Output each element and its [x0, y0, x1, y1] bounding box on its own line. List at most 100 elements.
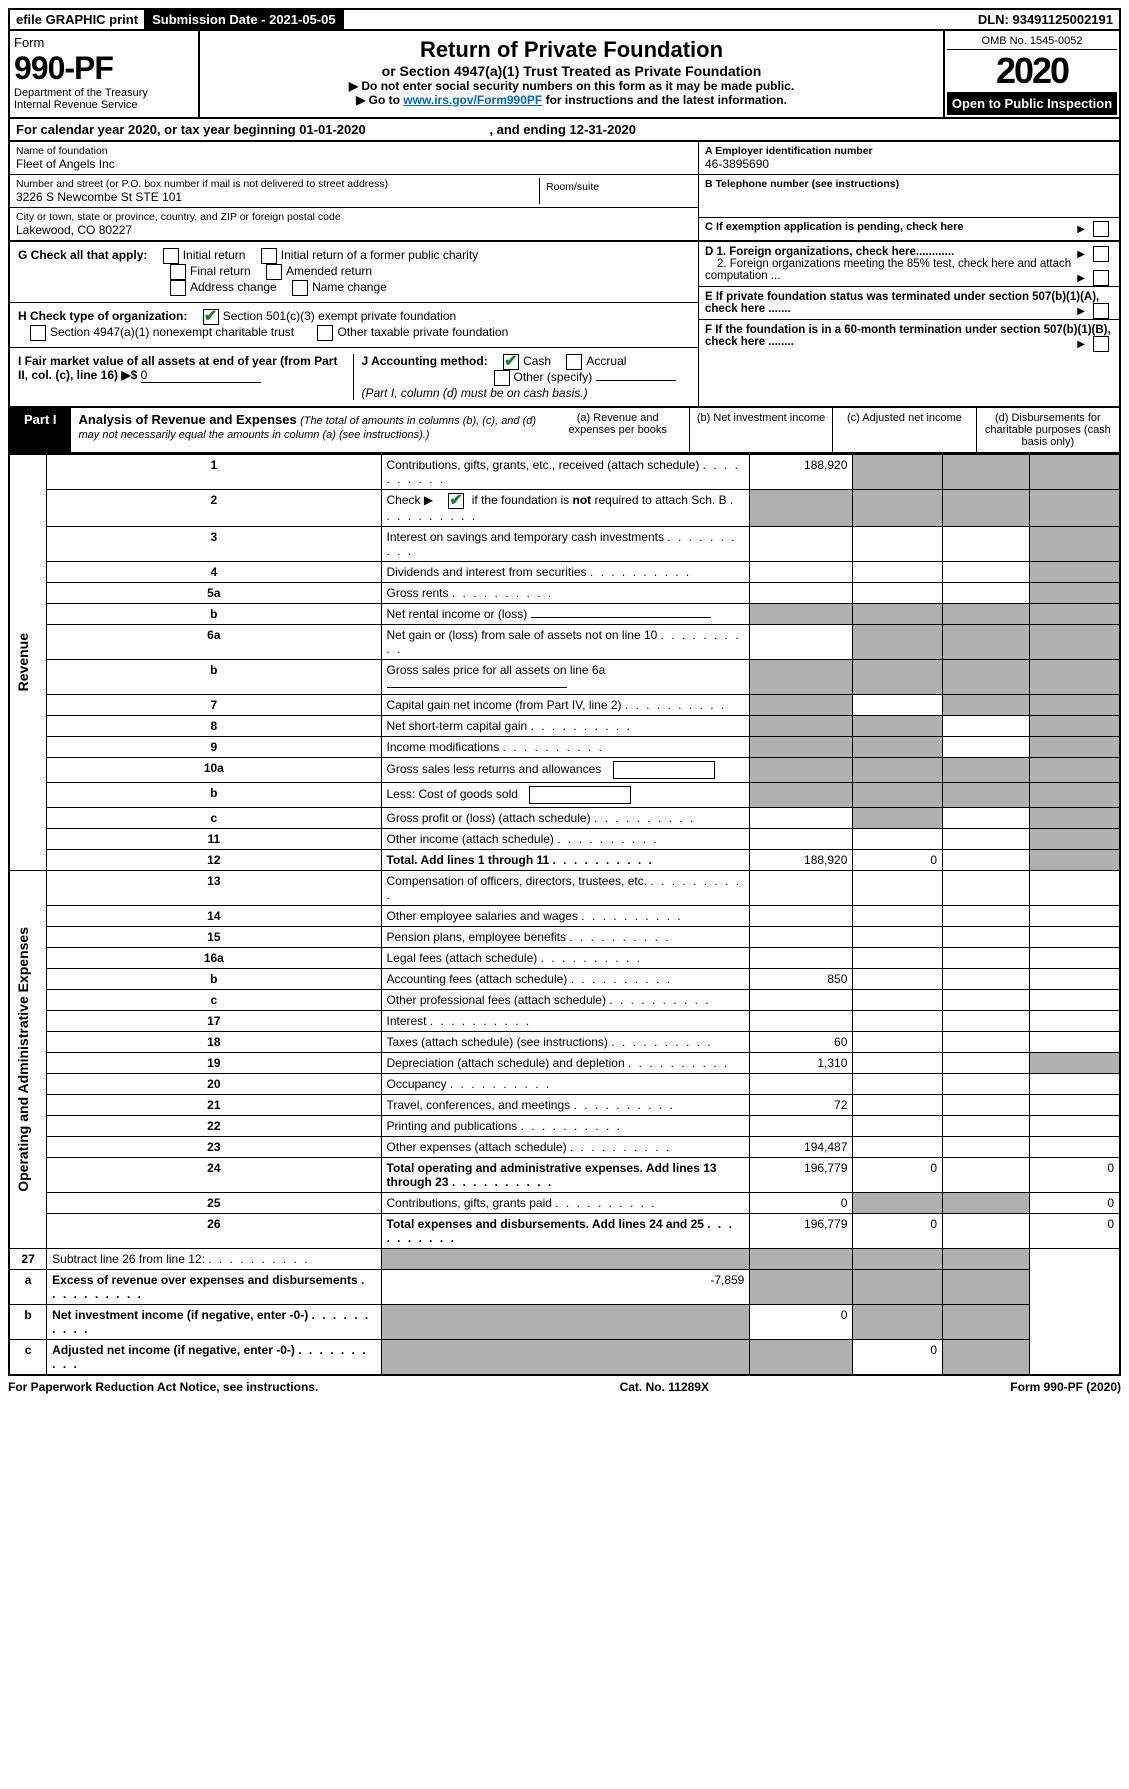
name-change-cb[interactable]	[292, 280, 308, 296]
d1-label: D 1. Foreign organizations, check here..…	[705, 246, 954, 258]
table-row: 23Other expenses (attach schedule) 194,4…	[9, 1137, 1120, 1158]
amount-cell-b	[853, 490, 943, 527]
amount-cell-d	[1030, 969, 1120, 990]
line-description: Depreciation (attach schedule) and deple…	[381, 1053, 750, 1074]
form-number: 990-PF	[14, 50, 194, 87]
line-number: c	[47, 990, 381, 1011]
amount-cell-b	[853, 1116, 943, 1137]
amount-cell-c	[943, 583, 1030, 604]
line-number: b	[47, 660, 381, 695]
cash-basis-note: (Part I, column (d) must be on cash basi…	[362, 386, 588, 400]
amount-cell-a: 194,487	[750, 1137, 853, 1158]
table-row: 10aGross sales less returns and allowanc…	[9, 758, 1120, 783]
submission-date: Submission Date - 2021-05-05	[146, 10, 344, 29]
amount-cell-a	[750, 737, 853, 758]
sch-b-checkbox[interactable]	[448, 493, 464, 509]
amount-cell-b	[853, 1011, 943, 1032]
d2-label: 2. Foreign organizations meeting the 85%…	[705, 258, 1071, 282]
line-description: Gross sales less returns and allowances	[381, 758, 750, 783]
paperwork-notice: For Paperwork Reduction Act Notice, see …	[8, 1380, 318, 1394]
line-description: Gross sales price for all assets on line…	[381, 660, 750, 695]
line-description: Gross rents	[381, 583, 750, 604]
f-checkbox[interactable]	[1093, 336, 1109, 352]
line-number: 26	[47, 1214, 381, 1249]
form-word: Form	[14, 35, 194, 50]
table-row: 2Check ▶ if the foundation is not requir…	[9, 490, 1120, 527]
amount-cell-b	[853, 695, 943, 716]
initial-return-cb[interactable]	[163, 248, 179, 264]
irs-link[interactable]: www.irs.gov/Form990PF	[403, 93, 542, 107]
table-row: Operating and Administrative Expenses13C…	[9, 871, 1120, 906]
table-row: 21Travel, conferences, and meetings 72	[9, 1095, 1120, 1116]
amount-cell-c	[943, 948, 1030, 969]
amount-cell-c	[943, 1158, 1030, 1193]
revenue-section-label: Revenue	[9, 455, 47, 871]
amount-cell-b	[853, 1137, 943, 1158]
amount-cell-b: 0	[853, 850, 943, 871]
amount-cell-d	[1030, 1074, 1120, 1095]
line-number: 1	[47, 455, 381, 490]
amount-cell-b	[750, 1340, 853, 1376]
d1-checkbox[interactable]	[1093, 246, 1109, 262]
amount-cell-a	[750, 829, 853, 850]
amount-cell-a	[750, 758, 853, 783]
amount-cell-c: 0	[853, 1340, 943, 1376]
4947a1-cb[interactable]	[30, 325, 46, 341]
amount-cell-c	[943, 990, 1030, 1011]
amount-cell-b	[853, 1032, 943, 1053]
line-description: Excess of revenue over expenses and disb…	[47, 1270, 381, 1305]
col-b-head: (b) Net investment income	[689, 408, 832, 452]
line-description: Total expenses and disbursements. Add li…	[381, 1214, 750, 1249]
amount-cell-c	[943, 1193, 1030, 1214]
other-taxable-cb[interactable]	[317, 325, 333, 341]
phone-label: B Telephone number (see instructions)	[705, 178, 1113, 190]
final-return-cb[interactable]	[170, 264, 186, 280]
initial-former-cb[interactable]	[261, 248, 277, 264]
amount-cell-b	[853, 737, 943, 758]
amount-cell-a: 72	[750, 1095, 853, 1116]
table-row: 6aNet gain or (loss) from sale of assets…	[9, 625, 1120, 660]
amount-cell-a	[750, 562, 853, 583]
ein-label: A Employer identification number	[705, 145, 1113, 157]
exemption-checkbox[interactable]	[1093, 221, 1109, 237]
street-address: 3226 S Newcombe St STE 101	[16, 190, 539, 204]
e-checkbox[interactable]	[1093, 303, 1109, 319]
page-footer: For Paperwork Reduction Act Notice, see …	[8, 1376, 1121, 1394]
amount-cell-b	[853, 604, 943, 625]
line-number: 12	[47, 850, 381, 871]
other-method-cb[interactable]	[494, 370, 510, 386]
amount-cell-a	[750, 1011, 853, 1032]
amount-cell-b	[853, 527, 943, 562]
amount-cell-c	[943, 871, 1030, 906]
amended-return-cb[interactable]	[266, 264, 282, 280]
table-row: 3Interest on savings and temporary cash …	[9, 527, 1120, 562]
d2-checkbox[interactable]	[1093, 270, 1109, 286]
address-change-cb[interactable]	[170, 280, 186, 296]
check-section: G Check all that apply: Initial return I…	[8, 242, 1121, 408]
amount-cell-d	[1030, 490, 1120, 527]
amount-cell-c	[943, 927, 1030, 948]
amount-cell-d	[1030, 716, 1120, 737]
amount-cell-d	[1030, 808, 1120, 829]
amount-cell-c	[943, 455, 1030, 490]
line-description: Net rental income or (loss)	[381, 604, 750, 625]
amount-cell-c	[943, 625, 1030, 660]
amount-cell-b	[750, 1270, 853, 1305]
line-description: Dividends and interest from securities	[381, 562, 750, 583]
line-description: Net investment income (if negative, ente…	[47, 1305, 381, 1340]
amount-cell-c	[943, 829, 1030, 850]
table-row: 18Taxes (attach schedule) (see instructi…	[9, 1032, 1120, 1053]
tax-year: 2020	[947, 50, 1117, 92]
accrual-cb[interactable]	[566, 354, 582, 370]
col-a-head: (a) Revenue and expenses per books	[547, 408, 689, 452]
amount-cell-a: 196,779	[750, 1158, 853, 1193]
amount-cell-a	[750, 716, 853, 737]
table-row: 27Subtract line 26 from line 12:	[9, 1249, 1120, 1270]
amount-cell-c	[943, 490, 1030, 527]
dept-treasury: Department of the Treasury	[14, 87, 194, 99]
501c3-cb[interactable]	[203, 309, 219, 325]
amount-cell-b: 0	[853, 1214, 943, 1249]
line-number: 7	[47, 695, 381, 716]
line-number: 10a	[47, 758, 381, 783]
cash-cb[interactable]	[503, 354, 519, 370]
